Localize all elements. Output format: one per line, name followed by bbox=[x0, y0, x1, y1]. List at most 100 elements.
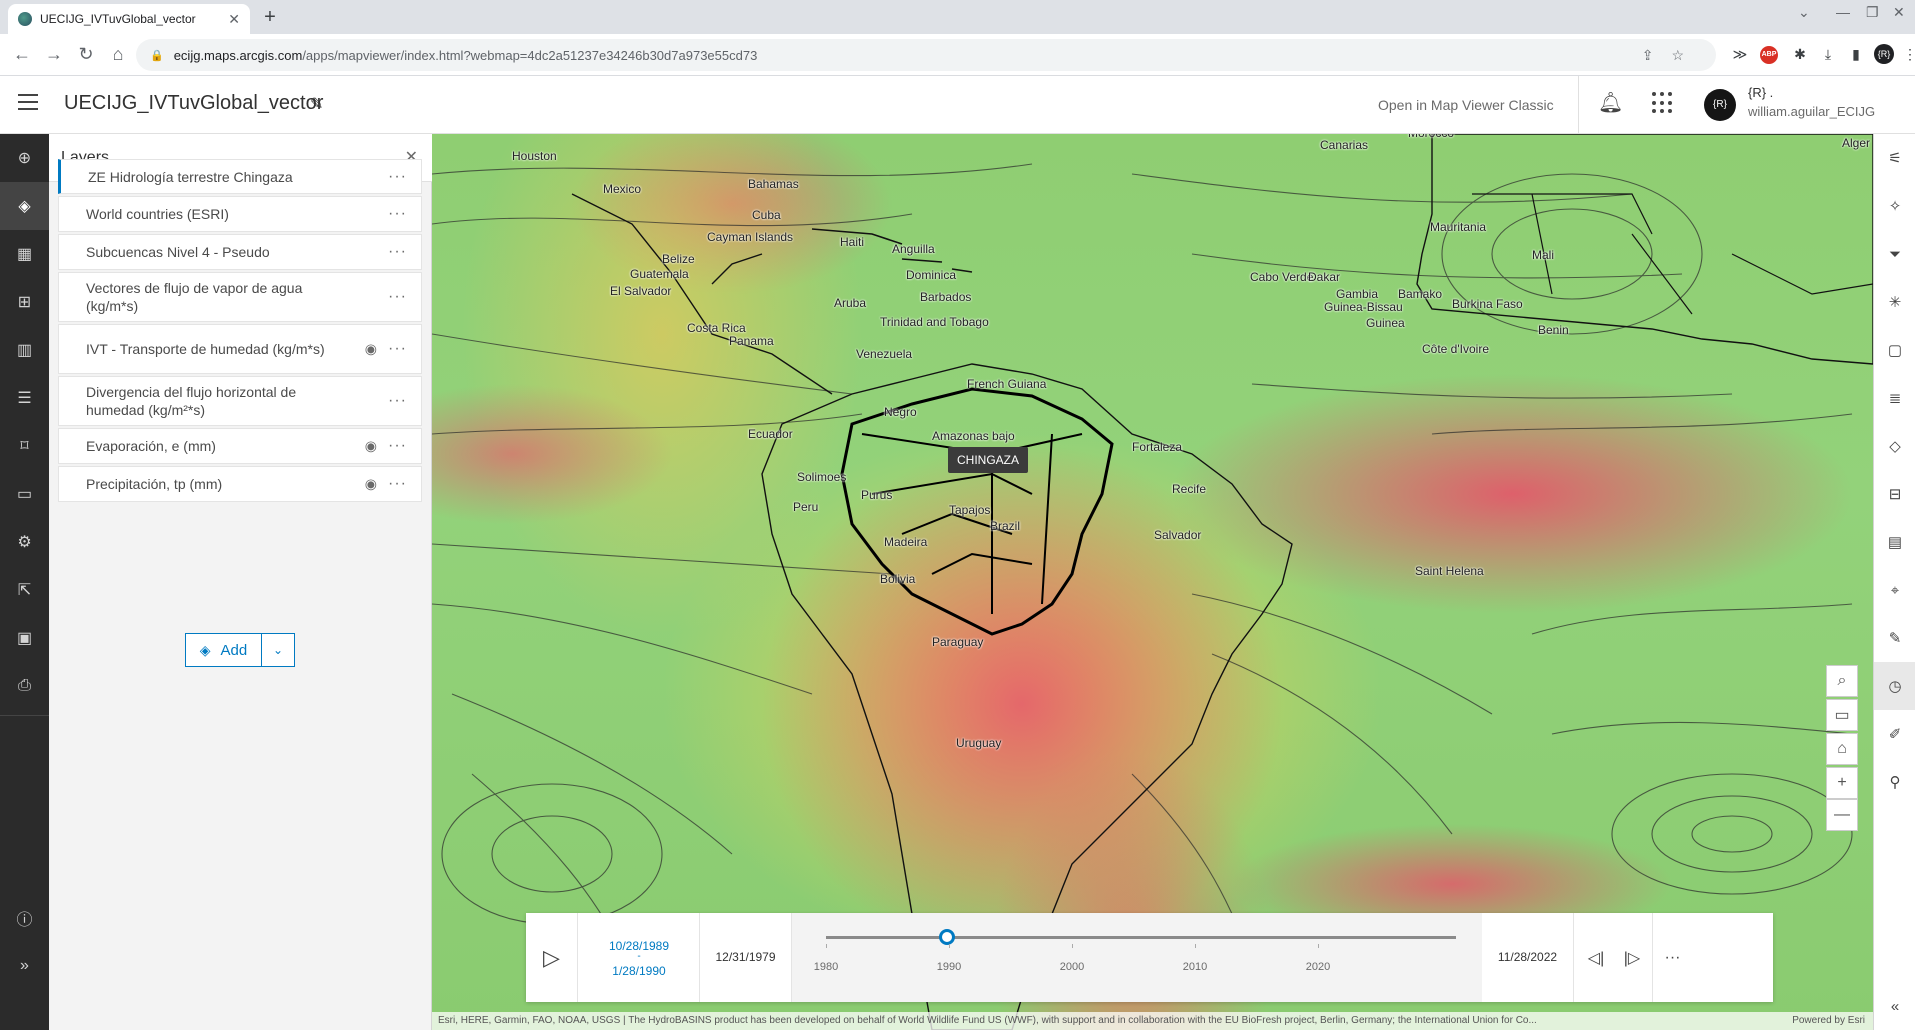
close-window-icon[interactable]: ✕ bbox=[1893, 4, 1905, 20]
edit-pencil-icon[interactable]: ✎ bbox=[310, 96, 324, 113]
layer-item[interactable]: IVT - Transporte de humedad (kg/m*s) ◉ ·… bbox=[58, 324, 422, 374]
sketch-icon[interactable]: ⌖ bbox=[1890, 581, 1900, 599]
aggregation-icon[interactable]: ▤ bbox=[1887, 534, 1903, 551]
info-icon[interactable]: ⓘ bbox=[16, 912, 33, 929]
effects-icon[interactable]: ✳ bbox=[1888, 294, 1902, 311]
home-icon[interactable]: ⌂ bbox=[112, 44, 124, 64]
map-view[interactable]: Houston Mexico Bahamas Cuba Cayman Islan… bbox=[432, 134, 1873, 1030]
add-layer-button[interactable]: ◈ Add ⌄ bbox=[185, 633, 295, 667]
more-options-icon[interactable]: ··· bbox=[388, 392, 407, 409]
filter-icon[interactable]: ⏷ bbox=[1888, 245, 1901, 263]
more-options-icon[interactable]: ··· bbox=[388, 437, 407, 454]
more-options-icon[interactable]: ··· bbox=[388, 205, 407, 222]
previous-icon[interactable]: ◁| bbox=[1587, 949, 1605, 967]
layer-item[interactable]: Precipitación, tp (mm) ◉ ··· bbox=[58, 466, 422, 502]
extension-icon[interactable]: ≫ bbox=[1732, 46, 1748, 62]
table-icon[interactable]: ▦ bbox=[16, 246, 33, 263]
menu-dots-icon[interactable]: ⋮ bbox=[1903, 46, 1915, 62]
properties-sliders-icon[interactable]: ⚟ bbox=[1888, 150, 1902, 167]
play-icon[interactable]: ▷ bbox=[526, 913, 578, 1002]
zoom-out-icon[interactable]: — bbox=[1826, 799, 1858, 831]
attribution-text: Esri, HERE, Garmin, FAO, NOAA, USGS | Th… bbox=[438, 1015, 1537, 1026]
folder-icon[interactable]: ▭ bbox=[16, 486, 33, 503]
avatar[interactable]: {R} bbox=[1704, 89, 1736, 121]
user-name[interactable]: {R} . bbox=[1748, 85, 1774, 100]
powered-by-esri[interactable]: Powered by Esri bbox=[1792, 1015, 1865, 1026]
url-field[interactable]: 🔒 ecijg.maps.arcgis.com /apps/mapviewer/… bbox=[136, 39, 1716, 71]
legend-icon[interactable]: ☰ bbox=[17, 390, 32, 407]
measure-icon[interactable]: ✐ bbox=[1888, 726, 1902, 743]
puzzle-icon[interactable]: ✱ bbox=[1794, 46, 1806, 62]
restore-icon[interactable]: ❐ bbox=[1866, 4, 1879, 20]
tools-wrench-icon[interactable]: ⚲ bbox=[1889, 774, 1901, 791]
fields-icon[interactable]: ≣ bbox=[1888, 390, 1902, 407]
profile-icon[interactable]: {R} bbox=[1874, 44, 1894, 64]
screen-icon[interactable]: ▭ bbox=[1826, 699, 1858, 731]
forms-icon[interactable]: ⊟ bbox=[1888, 486, 1902, 503]
layer-item[interactable]: Vectores de flujo de vapor de agua (kg/m… bbox=[58, 272, 422, 322]
user-id[interactable]: william.aguilar_ECIJG bbox=[1748, 104, 1876, 119]
chevron-down-icon[interactable]: ⌄ bbox=[1798, 4, 1810, 20]
download-icon[interactable]: ⤓ bbox=[1824, 46, 1832, 62]
share-star-icons[interactable]: ⇪☆ bbox=[1641, 46, 1702, 63]
close-tab-icon[interactable]: ✕ bbox=[228, 10, 240, 27]
home-icon[interactable]: ⌂ bbox=[1826, 733, 1858, 765]
share-icon[interactable]: ⇱ bbox=[17, 582, 32, 599]
map-label: Costa Rica bbox=[687, 321, 746, 335]
more-options-icon[interactable]: ··· bbox=[388, 167, 407, 185]
visibility-eye-icon[interactable]: ◉ bbox=[364, 437, 377, 454]
minimize-icon[interactable]: — bbox=[1836, 4, 1850, 20]
charts-icon[interactable]: ▥ bbox=[16, 342, 33, 359]
chevron-down-icon[interactable]: ⌄ bbox=[272, 643, 284, 657]
more-options-icon[interactable]: ··· bbox=[388, 243, 407, 260]
more-options-icon[interactable]: ··· bbox=[388, 288, 407, 305]
url-path: /apps/mapviewer/index.html?webmap=4dc2a5… bbox=[302, 47, 758, 63]
next-icon[interactable]: |▷ bbox=[1623, 949, 1641, 967]
bookmark-icon[interactable]: ⌑ bbox=[20, 438, 29, 455]
more-options-icon[interactable]: ··· bbox=[1652, 913, 1692, 1002]
adblock-icon[interactable]: ABP bbox=[1760, 46, 1778, 64]
back-icon[interactable]: ← bbox=[13, 44, 31, 64]
divider bbox=[1578, 76, 1579, 134]
settings-gear-icon[interactable]: ⚙ bbox=[17, 534, 32, 551]
map-label: Mali bbox=[1532, 248, 1555, 262]
add-layer-icon[interactable]: ⊕ bbox=[17, 150, 32, 167]
expand-chevron-icon[interactable]: » bbox=[20, 957, 29, 974]
app-launcher-icon[interactable] bbox=[1652, 92, 1674, 114]
add-button-main[interactable]: ◈ Add bbox=[186, 634, 262, 666]
styles-icon[interactable]: ✧ bbox=[1888, 198, 1902, 215]
layer-item[interactable]: World countries (ESRI) ··· bbox=[58, 196, 422, 232]
layer-item[interactable]: Subcuencas Nivel 4 - Pseudo ··· bbox=[58, 234, 422, 270]
create-app-icon[interactable]: ▣ bbox=[16, 630, 33, 647]
open-classic-link[interactable]: Open in Map Viewer Classic bbox=[1378, 97, 1554, 113]
layer-item[interactable]: Divergencia del flujo horizontal de hume… bbox=[58, 376, 422, 426]
visibility-eye-icon[interactable]: ◉ bbox=[364, 340, 377, 357]
zoom-in-icon[interactable]: + bbox=[1826, 767, 1858, 799]
slider-thumb[interactable] bbox=[939, 929, 955, 945]
map-label: Brazil bbox=[990, 519, 1021, 533]
layer-item[interactable]: ZE Hidrología terrestre Chingaza ··· bbox=[58, 159, 422, 194]
slider-track[interactable] bbox=[826, 936, 1456, 939]
expand-chevron-icon[interactable]: « bbox=[1890, 997, 1900, 1015]
search-icon[interactable]: ⌕ bbox=[1826, 665, 1858, 697]
visibility-eye-icon[interactable]: ◉ bbox=[364, 475, 377, 492]
sidepanel-icon[interactable]: ▮ bbox=[1852, 46, 1860, 62]
layer-item[interactable]: Evaporación, e (mm) ◉ ··· bbox=[58, 428, 422, 464]
more-options-icon[interactable]: ··· bbox=[388, 340, 407, 357]
lock-icon: 🔒 bbox=[150, 49, 164, 62]
bell-icon[interactable]: 🔔︎ bbox=[1598, 92, 1624, 114]
time-clock-icon[interactable]: ◷ bbox=[1874, 662, 1915, 710]
map-label: Solimoes bbox=[797, 470, 847, 484]
basemap-icon[interactable]: ⊞ bbox=[17, 294, 32, 311]
layers-icon[interactable]: ◈ bbox=[0, 182, 49, 230]
new-tab-icon[interactable]: + bbox=[264, 6, 276, 28]
print-icon[interactable]: ⎙ bbox=[18, 677, 31, 694]
reload-icon[interactable]: ↻ bbox=[78, 44, 94, 64]
edit-icon[interactable]: ✎ bbox=[1888, 630, 1902, 647]
forward-icon[interactable]: → bbox=[45, 44, 63, 64]
more-options-icon[interactable]: ··· bbox=[388, 475, 407, 492]
labels-icon[interactable]: ◇ bbox=[1889, 438, 1901, 455]
browser-tab[interactable]: UECIJG_IVTuvGlobal_vector ✕ bbox=[8, 4, 250, 34]
hamburger-menu-icon[interactable] bbox=[18, 94, 38, 110]
popups-icon[interactable]: ▢ bbox=[1887, 342, 1903, 359]
